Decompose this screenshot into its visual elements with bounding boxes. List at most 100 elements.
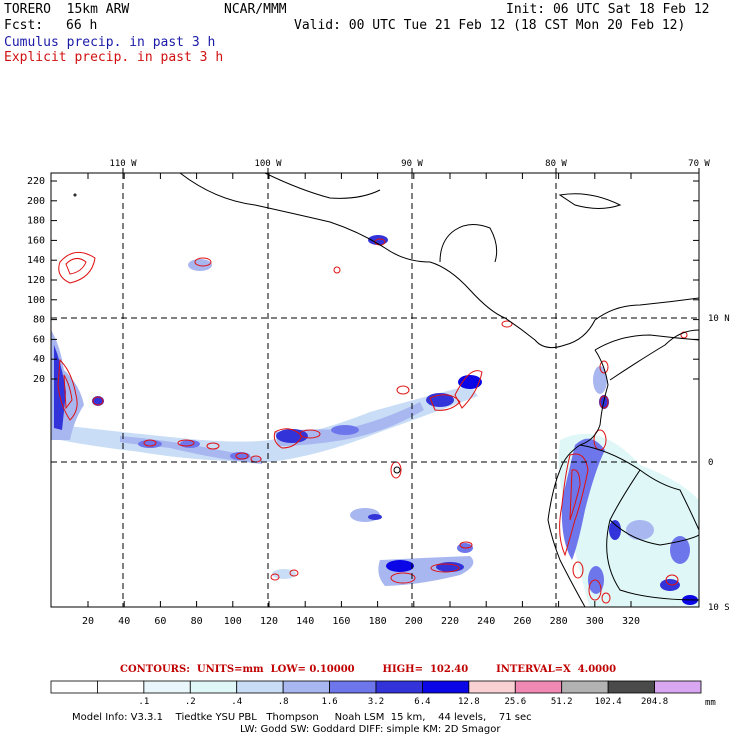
contour: [57, 358, 78, 421]
longitude-label: 90 W: [401, 159, 423, 169]
contour: [429, 394, 461, 411]
latitude-label: 10 N: [708, 314, 730, 324]
latitude-label: 10 S: [708, 603, 730, 613]
contour: [289, 569, 299, 577]
axis-ticks: [51, 168, 700, 607]
precip-core: [331, 425, 359, 435]
precip-core: [626, 520, 654, 540]
precip-core: [386, 560, 414, 572]
contour: [459, 541, 473, 549]
x-tick-label: 240: [477, 616, 495, 627]
precip-core: [230, 452, 250, 460]
island: [73, 193, 77, 197]
contour: [390, 572, 416, 584]
y-tick-label: 180: [27, 216, 45, 227]
contour: [601, 592, 611, 604]
precip-core: [188, 259, 212, 271]
north-america-coast: [179, 173, 699, 349]
x-tick-label: 220: [441, 616, 459, 627]
cumulus-legend: Cumulus precip. in past 3 h: [4, 35, 216, 50]
y-tick-label: 80: [33, 315, 45, 326]
contour: [270, 573, 280, 581]
contour: [501, 320, 513, 328]
model-info-line2: LW: Godd SW: Goddard DIFF: simple KM: 2D…: [240, 724, 501, 735]
bolivia-border: [606, 519, 699, 601]
contour: [599, 395, 609, 409]
y-tick-label: 40: [33, 354, 45, 365]
contour: [559, 453, 589, 557]
west-blob-core: [54, 345, 66, 430]
south-america-coast: [547, 349, 609, 607]
valid-time: Valid: 00 UTC Tue 21 Feb 12 (18 CST Mon …: [294, 18, 686, 33]
contour: [430, 563, 460, 573]
contour: [299, 429, 321, 439]
contour: [92, 396, 104, 406]
colombia-border: [609, 329, 699, 381]
init-time: Init: 06 UTC Sat 18 Feb 12: [506, 2, 710, 17]
x-tick-label: 200: [405, 616, 423, 627]
itcz-band-east: [275, 402, 424, 446]
longitude-label: 110 W: [109, 159, 137, 169]
contour: [665, 574, 679, 586]
precip-core: [368, 514, 382, 520]
caribbean-island: [558, 193, 622, 209]
longitude-label: 80 W: [545, 159, 567, 169]
lat-lon-grid: [51, 173, 699, 607]
south-america-north: [594, 334, 699, 351]
x-tick-label: 160: [332, 616, 350, 627]
longitude-label: 70 W: [688, 159, 710, 169]
explicit-contours: [57, 238, 688, 604]
contour: [143, 439, 157, 447]
x-tick-label: 140: [296, 616, 314, 627]
contour: [569, 469, 581, 521]
precip-core: [436, 562, 464, 572]
y-tick-label: 140: [27, 255, 45, 266]
contour: [680, 331, 688, 339]
contour: [63, 374, 73, 410]
x-tick-label: 40: [118, 616, 130, 627]
contour: [177, 439, 195, 447]
map-frame: [50, 172, 700, 608]
y-tick-label: 120: [27, 275, 45, 286]
y-tick-label: 20: [33, 374, 45, 385]
forecast-label: Fcst:: [4, 18, 44, 33]
longitude-label: 100 W: [254, 159, 282, 169]
x-tick-label: 100: [224, 616, 242, 627]
x-tick-label: 260: [513, 616, 531, 627]
contour: [454, 370, 483, 409]
precip-core: [458, 375, 482, 389]
x-tick-label: 280: [550, 616, 568, 627]
contour: [273, 428, 303, 449]
y-tick-label: 220: [27, 176, 45, 187]
precip-core: [92, 396, 104, 406]
contour: [588, 579, 602, 601]
y-tick-label: 60: [33, 334, 45, 345]
y-tick-label: 160: [27, 235, 45, 246]
contour: [572, 561, 584, 579]
model-info-line1: Model Info: V3.3.1 Tiedtke YSU PBL Thomp…: [72, 712, 532, 723]
model-title: TORERO 15km ARW: [4, 2, 130, 17]
coastlines: [73, 173, 699, 607]
forecast-hour: 66 h: [66, 18, 98, 33]
x-tick-label: 80: [191, 616, 203, 627]
brazil-border: [609, 469, 699, 546]
latitude-label: 0: [708, 458, 713, 468]
contour: [58, 251, 96, 284]
x-tick-label: 320: [622, 616, 640, 627]
x-tick-label: 180: [369, 616, 387, 627]
contour: [235, 452, 249, 460]
precip-core: [670, 536, 690, 564]
org-label: NCAR/MMM: [224, 2, 287, 17]
galapagos-island: [393, 466, 401, 474]
precip-core: [368, 235, 388, 245]
x-tick-label: 120: [260, 616, 278, 627]
x-tick-label: 60: [154, 616, 166, 627]
contour: [206, 442, 220, 450]
x-tick-label: 20: [82, 616, 94, 627]
explicit-legend: Explicit precip. in past 3 h: [4, 50, 224, 65]
contour: [65, 258, 87, 275]
precip-core: [609, 520, 621, 540]
contours-info: CONTOURS: UNITS=mm LOW= 0.10000 HIGH= 10…: [120, 664, 617, 675]
precip-core: [180, 440, 200, 448]
